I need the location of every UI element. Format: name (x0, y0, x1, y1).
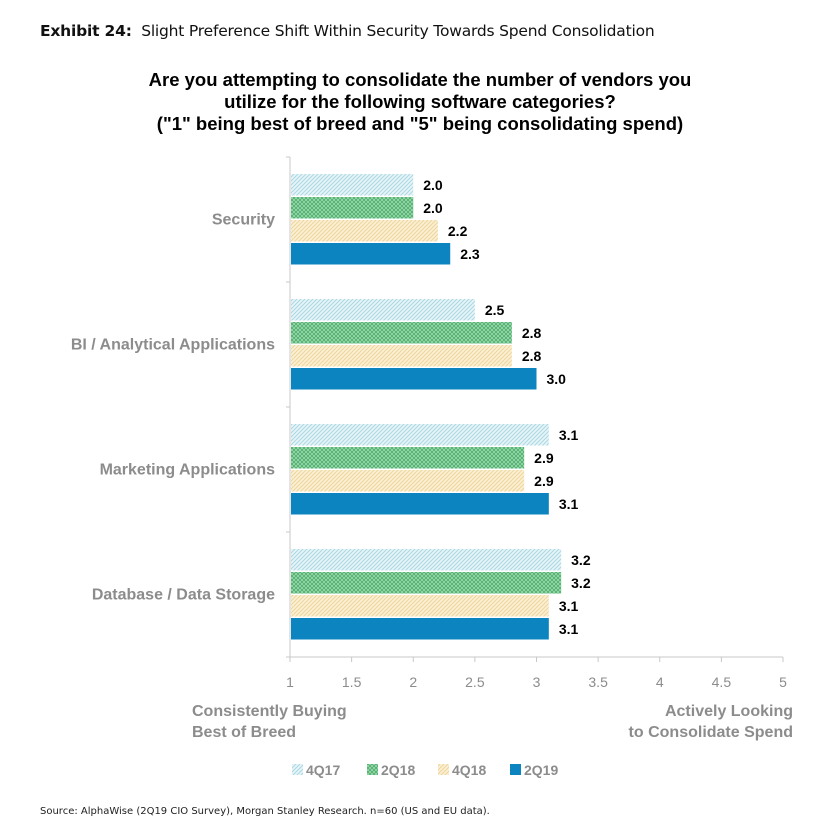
x-tick-label: 3.5 (588, 674, 608, 690)
data-label: 2.3 (460, 246, 480, 262)
exhibit-title: Slight Preference Shift Within Security … (141, 22, 655, 40)
data-label: 3.0 (547, 371, 567, 387)
data-label: 2.9 (534, 450, 554, 466)
exhibit-heading: Exhibit 24: Slight Preference Shift With… (40, 22, 655, 40)
bar-2q19-1 (291, 368, 537, 390)
category-label: Marketing Applications (100, 462, 276, 479)
legend-swatch-2q18 (367, 764, 378, 775)
data-label: 2.0 (423, 177, 443, 193)
legend-label: 4Q18 (452, 762, 486, 778)
chart-title-line: utilize for the following software categ… (224, 91, 616, 112)
bar-2q19-2 (291, 493, 549, 515)
legend: 4Q17 2Q18 4Q18 2Q19 (292, 762, 558, 778)
bar-2q18-1 (291, 322, 512, 344)
x-tick-labels: 1 1.5 2 2.5 3 3.5 4 4.5 5 (286, 674, 787, 690)
category-label: Database / Data Storage (92, 587, 275, 604)
data-label: 2.0 (423, 200, 443, 216)
bar-2q18-2 (291, 447, 525, 469)
chart-title-line: Are you attempting to consolidate the nu… (149, 69, 692, 90)
category-label: BI / Analytical Applications (71, 337, 275, 354)
bar-2q19-0 (291, 243, 451, 265)
bar-4q18-3 (291, 595, 549, 617)
x-end-labels: Consistently Buying Best of Breed Actively… (192, 703, 793, 741)
legend-swatch-4q18 (438, 764, 449, 775)
legend-label: 4Q17 (306, 762, 340, 778)
bar-4q17-1 (291, 299, 475, 321)
x-tick-label: 4 (656, 674, 664, 690)
bar-4q17-2 (291, 424, 549, 446)
data-label: 3.1 (559, 621, 579, 637)
x-tick-label: 4.5 (712, 674, 732, 690)
category-label: Security (212, 212, 275, 229)
bar-4q18-1 (291, 345, 512, 367)
legend-label: 2Q18 (381, 762, 415, 778)
bar-4q18-0 (291, 220, 438, 242)
x-tick-label: 1.5 (342, 674, 362, 690)
x-label-right: Actively Looking (665, 703, 793, 720)
value-labels: 2.0 2.0 2.2 2.3 2.5 2.8 2.8 3.0 3.1 2.9 2.9 3.1 3.2 3… (423, 177, 591, 637)
chart-title: Are you attempting to consolidate the nu… (149, 69, 692, 134)
data-label: 3.1 (559, 598, 579, 614)
data-label: 2.8 (522, 325, 542, 341)
data-label: 2.8 (522, 348, 542, 364)
bar-2q18-0 (291, 197, 414, 219)
bar-2q19-3 (291, 618, 549, 640)
x-tick-label: 3 (533, 674, 541, 690)
bar-2q18-3 (291, 572, 562, 594)
data-label: 2.2 (448, 223, 468, 239)
data-label: 3.2 (571, 575, 591, 591)
x-tick-label: 2.5 (465, 674, 485, 690)
axes (286, 156, 784, 662)
legend-label: 2Q19 (524, 762, 558, 778)
x-tick-label: 2 (409, 674, 417, 690)
data-label: 2.9 (534, 473, 554, 489)
data-label: 3.1 (559, 496, 579, 512)
legend-swatch-4q17 (292, 764, 303, 775)
x-tick-label: 1 (286, 674, 294, 690)
data-label: 3.1 (559, 427, 579, 443)
category-labels: Security BI / Analytical Applications Mark… (71, 212, 275, 604)
chart-title-line: ("1" being best of breed and "5" being c… (157, 113, 683, 134)
bar-4q18-2 (291, 470, 525, 492)
source-note: Source: AlphaWise (2Q19 CIO Survey), Mor… (40, 806, 490, 817)
data-label: 2.5 (485, 302, 505, 318)
chart: Are you attempting to consolidate the nu… (71, 69, 793, 778)
bar-4q17-0 (291, 174, 414, 196)
data-label: 3.2 (571, 552, 591, 568)
x-label-left: Best of Breed (192, 724, 296, 741)
x-label-left: Consistently Buying (192, 703, 347, 720)
legend-swatch-2q19 (510, 764, 521, 775)
bars (291, 174, 562, 640)
x-tick-label: 5 (779, 674, 787, 690)
bar-4q17-3 (291, 549, 562, 571)
exhibit-label: Exhibit 24: (40, 22, 132, 40)
x-label-right: to Consolidate Spend (629, 724, 793, 741)
